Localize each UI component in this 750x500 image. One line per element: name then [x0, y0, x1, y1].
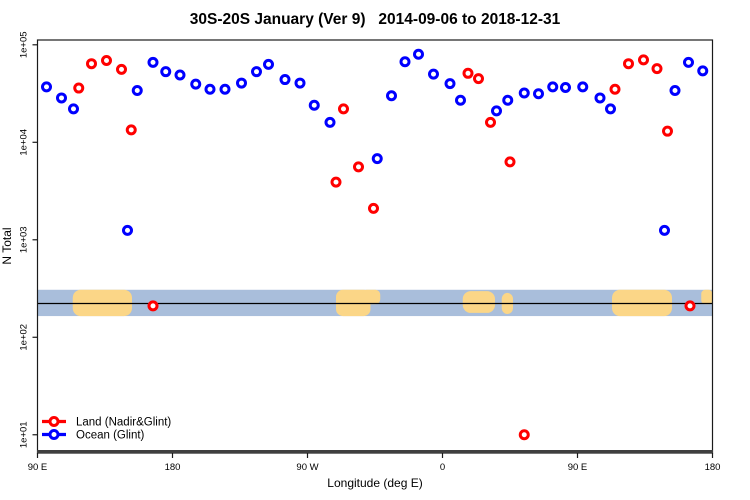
legend: Land (Nadir&Glint) Ocean (Glint) [42, 416, 171, 442]
data-point [204, 83, 216, 95]
data-point [462, 67, 474, 79]
data-point [386, 90, 397, 102]
data-point [473, 73, 484, 85]
map-strip-land-segment [701, 289, 713, 305]
data-point [697, 65, 709, 77]
x-tick-label: 180 [165, 462, 181, 473]
chart-title: 30S-20S January (Ver 9) 2014-09-06 to 20… [190, 11, 561, 28]
data-point [502, 94, 514, 106]
data-point [68, 103, 79, 115]
data-point [577, 81, 589, 93]
x-tick-label: 0 [440, 462, 445, 473]
data-point [219, 83, 231, 95]
data-point [330, 176, 342, 188]
data-point [236, 77, 247, 89]
data-point [294, 77, 306, 89]
data-point [73, 82, 85, 94]
data-point [662, 125, 673, 137]
data-point [368, 202, 379, 214]
y-tick-label: 1e+03 [19, 226, 30, 253]
x-axis-title: Longitude (deg E) [327, 476, 422, 490]
data-point [56, 92, 67, 104]
data-point [485, 116, 496, 128]
legend-item-land: Land (Nadir&Glint) [42, 416, 171, 429]
y-tick-label: 1e+02 [19, 324, 30, 351]
data-point [609, 83, 621, 95]
data-point [623, 58, 634, 70]
data-point [116, 63, 127, 75]
data-point [504, 156, 516, 168]
data-point [147, 56, 159, 68]
map-strip-land-segment [462, 291, 495, 313]
x-tick-label: 90 W [296, 462, 318, 473]
plot-area [36, 39, 714, 454]
data-point [518, 87, 530, 99]
legend-ocean-label: Ocean (Glint) [76, 430, 145, 442]
data-point [413, 48, 424, 60]
data-point [594, 92, 606, 104]
data-point [125, 124, 137, 136]
data-point [683, 56, 694, 68]
data-point [560, 81, 571, 93]
data-point [324, 116, 336, 128]
x-tick-label: 90 E [28, 462, 48, 473]
y-axis-title: N Total [0, 227, 14, 264]
y-tick-label: 1e+05 [19, 31, 30, 58]
data-point [455, 94, 466, 106]
data-point [428, 68, 439, 80]
y-tick-label: 1e+01 [19, 421, 30, 448]
data-point [86, 58, 97, 70]
data-point [684, 300, 696, 312]
data-point [338, 103, 349, 115]
data-point [638, 54, 649, 66]
data-point [263, 58, 274, 70]
legend-item-ocean: Ocean (Glint) [42, 429, 145, 442]
data-point [444, 78, 456, 90]
data-point [547, 81, 559, 93]
data-points [41, 48, 709, 441]
x-axis: 90 E 180 90 W 0 90 E 180 [28, 453, 721, 473]
series-land [73, 54, 696, 441]
y-tick-label: 1e+04 [19, 129, 30, 156]
data-point [353, 161, 364, 173]
data-point [399, 56, 411, 68]
data-point [533, 88, 544, 100]
data-point [605, 103, 616, 115]
data-point [160, 66, 172, 78]
data-point [131, 84, 143, 96]
y-axis: 1e+05 1e+04 1e+03 1e+02 1e+01 [19, 31, 38, 448]
data-point [518, 429, 530, 441]
data-point [101, 55, 112, 67]
data-point [251, 66, 262, 78]
x-tick-label: 180 [705, 462, 721, 473]
series-ocean [41, 48, 709, 236]
legend-ocean-marker-icon [48, 429, 60, 440]
data-point [174, 69, 186, 81]
data-point [669, 84, 681, 96]
data-point [147, 300, 159, 312]
x-tick-label: 90 E [568, 462, 588, 473]
data-point [41, 81, 52, 93]
data-point [190, 78, 202, 90]
data-point [651, 63, 663, 75]
legend-land-marker-icon [48, 416, 60, 427]
data-point [279, 74, 291, 86]
data-point [491, 105, 502, 117]
data-point [308, 99, 320, 111]
map-strip-land-segment [361, 289, 381, 305]
data-point [659, 224, 670, 236]
legend-land-label: Land (Nadir&Glint) [76, 417, 171, 429]
data-point [371, 153, 383, 165]
data-point [122, 224, 133, 236]
